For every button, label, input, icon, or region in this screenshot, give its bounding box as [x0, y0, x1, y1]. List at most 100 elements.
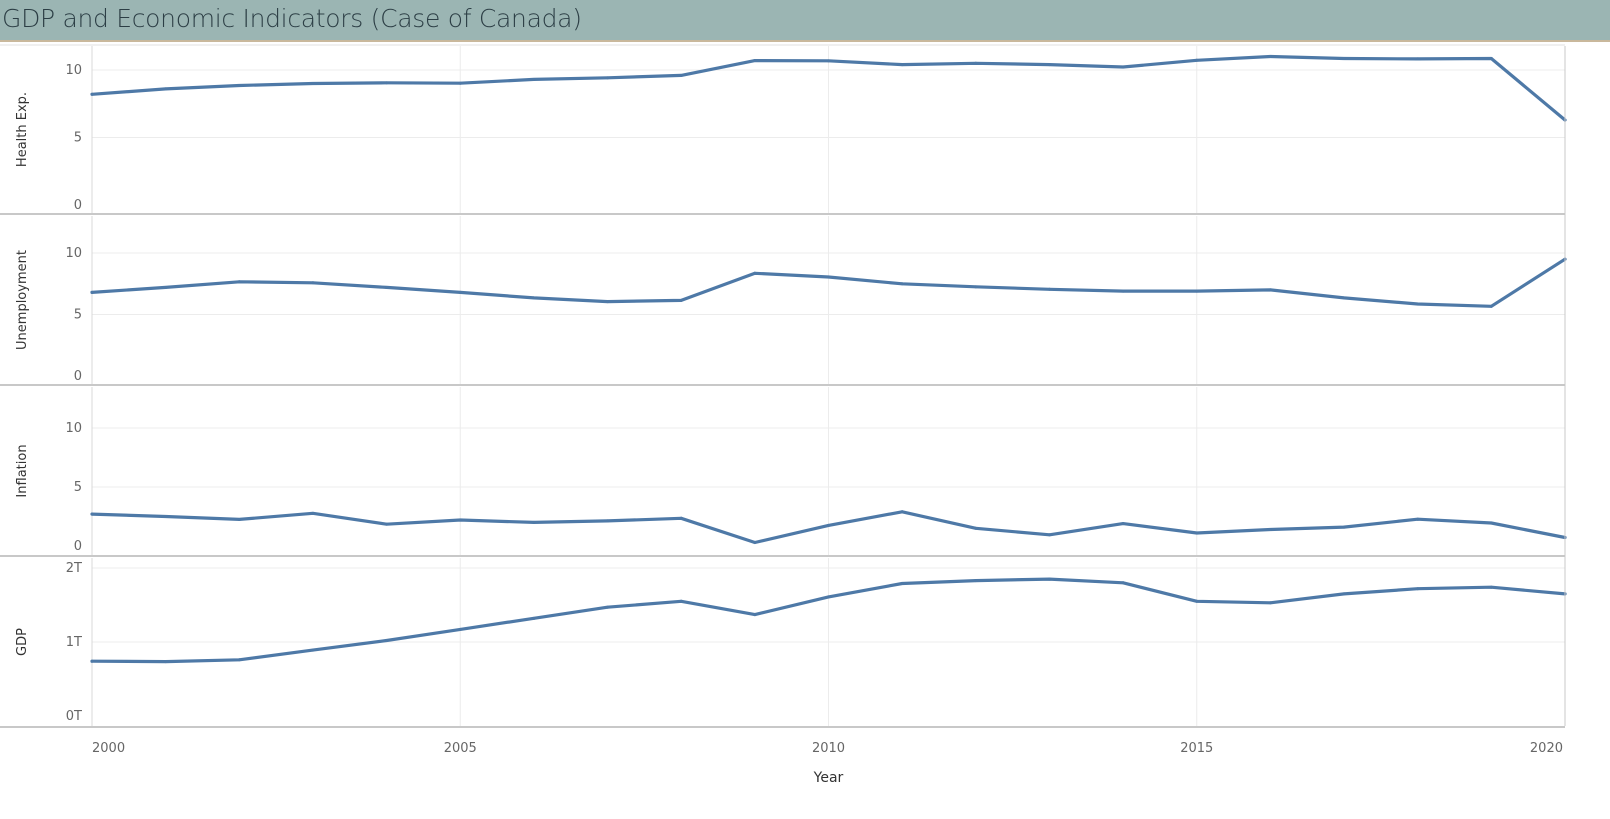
data-point [90, 512, 94, 516]
x-tick-label: 2015 [1180, 741, 1213, 756]
data-point [1195, 531, 1199, 535]
data-point [311, 648, 315, 652]
data-point [1342, 592, 1346, 596]
data-point [164, 660, 168, 664]
x-axis: 2000 2005 2010 2015 2020 Year [92, 741, 1563, 786]
data-point [606, 519, 610, 523]
data-point [679, 298, 683, 302]
panel-ylabel: Inflation [15, 444, 30, 497]
data-point [1121, 289, 1125, 293]
x-tick-label: 2020 [1530, 741, 1563, 756]
data-point [1047, 63, 1051, 67]
data-point [900, 282, 904, 286]
data-point [237, 658, 241, 662]
y-tick-label: 5 [74, 308, 82, 323]
y-tick-label: 2T [66, 561, 82, 576]
data-point [1121, 522, 1125, 526]
data-point [606, 605, 610, 609]
data-point [164, 515, 168, 518]
data-point [900, 510, 904, 514]
data-point [1121, 65, 1125, 69]
panel-ylabel: GDP [15, 628, 30, 656]
data-point [1416, 517, 1420, 521]
data-point [1489, 304, 1493, 308]
y-tick-label: 10 [65, 421, 82, 436]
y-tick-label: 0 [74, 539, 82, 554]
x-tick-label: 2005 [444, 741, 477, 756]
data-point [974, 579, 978, 583]
data-point [606, 76, 610, 80]
data-point [90, 290, 94, 294]
data-point [1416, 587, 1420, 591]
data-point [237, 280, 241, 284]
data-point [385, 81, 389, 85]
data-point [1195, 58, 1199, 62]
data-point [458, 518, 462, 522]
panel-3: 0 5 10 Inflation [0, 387, 1567, 557]
data-point [827, 59, 830, 63]
y-tick-label: 5 [74, 480, 82, 495]
data-point [753, 59, 757, 63]
panel-1: 0 5 10 Health Exp. [0, 46, 1567, 215]
data-point [900, 63, 904, 67]
data-point [679, 516, 683, 520]
data-point [827, 523, 830, 527]
y-tick-label: 1T [66, 635, 82, 650]
data-point [1489, 57, 1493, 61]
data-point [532, 616, 536, 620]
title-bar: GDP and Economic Indicators (Case of Can… [0, 0, 1610, 42]
data-point [827, 275, 830, 279]
data-point [532, 77, 536, 81]
data-point [237, 517, 241, 521]
x-axis-title: Year [813, 770, 844, 786]
data-point [90, 659, 94, 663]
data-point [974, 285, 978, 289]
data-point [237, 84, 241, 88]
data-point [1342, 57, 1346, 61]
data-point [1342, 296, 1346, 300]
data-point [385, 639, 389, 643]
y-tick-label: 10 [65, 63, 82, 78]
data-point [311, 511, 315, 515]
data-point [164, 87, 168, 91]
data-point [458, 627, 462, 631]
data-point [1416, 302, 1420, 306]
data-point [1416, 57, 1420, 61]
data-point [1195, 289, 1199, 293]
chart-title: GDP and Economic Indicators (Case of Can… [2, 4, 582, 33]
data-point [1047, 533, 1051, 537]
data-point [606, 300, 610, 304]
data-point [385, 522, 389, 526]
data-point [679, 73, 683, 77]
data-point [679, 599, 683, 603]
panel-4: 0T 1T 2T GDP [0, 558, 1567, 728]
data-point [974, 526, 978, 530]
data-point [1268, 55, 1272, 58]
data-point [458, 81, 462, 85]
y-tick-label: 5 [74, 131, 82, 146]
data-point [827, 595, 830, 599]
data-point [164, 285, 168, 289]
y-tick-label: 10 [65, 246, 82, 261]
data-point [385, 285, 389, 289]
chart-area: 0 5 10 Health Exp. 0 5 10 Unemployment 0 5 10 Infla… [0, 44, 1567, 786]
x-tick-label: 2000 [92, 741, 125, 756]
data-point [311, 281, 315, 285]
panel-2: 0 5 10 Unemployment [0, 216, 1567, 386]
data-point [753, 613, 757, 617]
data-point [311, 82, 315, 85]
data-point [1268, 527, 1272, 531]
data-point [1047, 287, 1051, 291]
data-point [1489, 521, 1493, 525]
data-point [1489, 585, 1493, 589]
data-point [1268, 288, 1272, 292]
data-point [753, 540, 757, 544]
data-point [1047, 577, 1051, 581]
data-point [974, 61, 978, 65]
data-point [753, 271, 757, 275]
data-point [1268, 601, 1272, 605]
y-tick-label: 0 [74, 369, 82, 384]
panel-ylabel: Unemployment [15, 250, 30, 350]
data-point [900, 582, 904, 586]
data-point [532, 296, 536, 300]
